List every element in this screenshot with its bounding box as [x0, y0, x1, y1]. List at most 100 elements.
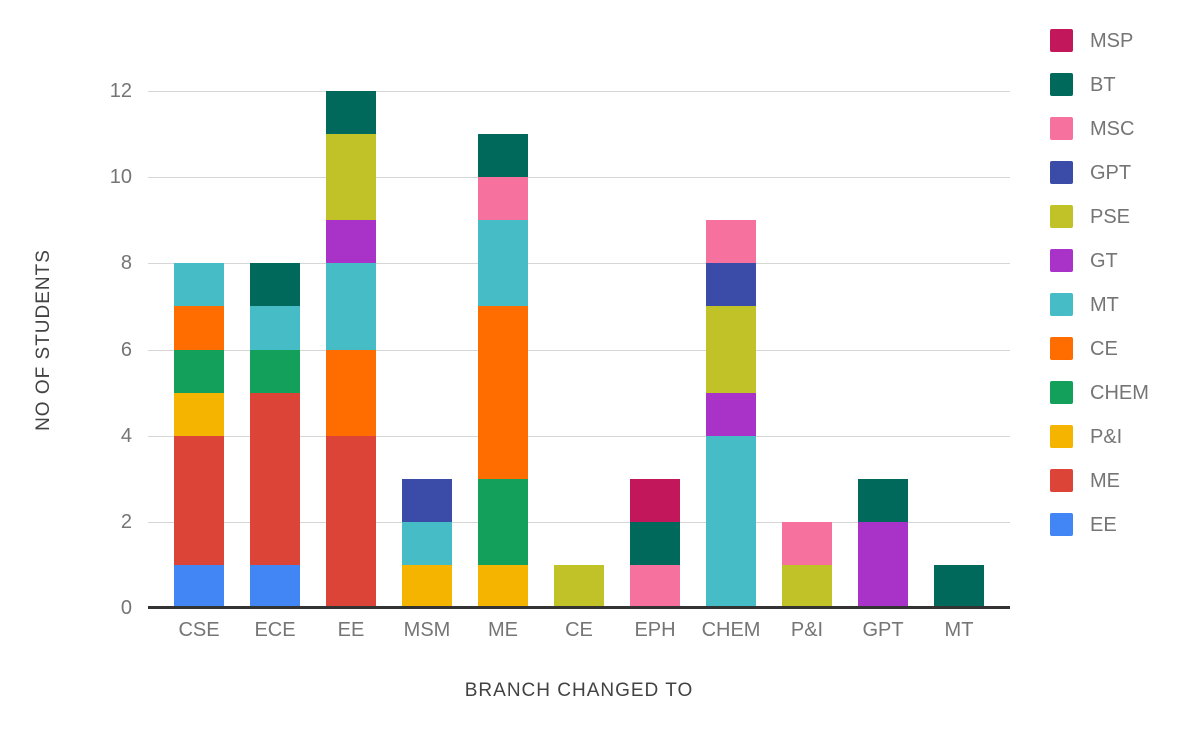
legend-item-label-gt: GT — [1090, 249, 1118, 272]
legend-item-msp[interactable]: MSP — [1050, 29, 1149, 52]
bar-chem-segment-msc[interactable] — [706, 220, 756, 264]
bar-ee-segment-me[interactable] — [326, 435, 376, 608]
x-axis-title: BRANCH CHANGED TO — [464, 680, 694, 701]
legend-swatch-icon-mt — [1050, 293, 1073, 316]
x-axis-line — [148, 606, 1010, 609]
bar-ece — [250, 91, 300, 608]
legend-item-ee[interactable]: EE — [1050, 513, 1149, 536]
legend-swatch-icon-ce — [1050, 337, 1073, 360]
x-label-text-mt: MT — [944, 619, 974, 641]
gridline-4 — [148, 435, 1010, 437]
bar-me-segment-bt[interactable] — [478, 134, 528, 178]
y-tick-label-6: 6 — [120, 338, 132, 361]
bar-gpt-segment-gt[interactable] — [858, 521, 908, 608]
legend-item-label-gpt: GPT — [1090, 161, 1132, 184]
bar-cse-segment-me[interactable] — [174, 435, 224, 565]
bar-mt-segment-bt[interactable] — [934, 564, 984, 608]
legend-item-label-ee: EE — [1090, 513, 1117, 536]
bar-msm-segment-gpt[interactable] — [402, 478, 452, 522]
bar-ece-segment-chem[interactable] — [250, 349, 300, 393]
y-tick-label-12: 12 — [109, 80, 132, 102]
legend-item-label-ce: CE — [1090, 337, 1118, 360]
bar-cse — [174, 91, 224, 608]
bars-group — [148, 91, 1010, 608]
x-label-text-gpt: GPT — [862, 619, 904, 641]
bar-msm-segment-p-i[interactable] — [402, 564, 452, 608]
bar-mt — [934, 91, 984, 608]
bar-ece-segment-me[interactable] — [250, 392, 300, 565]
gridline-10 — [148, 177, 1010, 179]
y-axis-tick-labels: 0 2 4 6 8 10 12 — [0, 81, 132, 618]
legend-item-label-pse: PSE — [1090, 205, 1131, 228]
bar-chem-segment-pse[interactable] — [706, 306, 756, 393]
bar-ee-segment-ce[interactable] — [326, 349, 376, 436]
y-tick-label-8: 8 — [120, 252, 132, 275]
bar-ece-segment-ee[interactable] — [250, 564, 300, 608]
legend-item-pse[interactable]: PSE — [1050, 205, 1149, 228]
bar-p-i-segment-pse[interactable] — [782, 564, 832, 608]
x-label-msm: MSM — [402, 620, 452, 640]
x-label-text-eph: EPH — [634, 619, 676, 641]
bar-gpt-segment-bt[interactable] — [858, 478, 908, 522]
bar-me-segment-ce[interactable] — [478, 306, 528, 479]
gridline-2 — [148, 521, 1010, 523]
legend-swatch-icon-me — [1050, 469, 1073, 492]
legend-swatch-icon-p-i — [1050, 425, 1073, 448]
bar-ece-segment-mt[interactable] — [250, 306, 300, 350]
legend-item-gpt[interactable]: GPT — [1050, 161, 1149, 184]
bar-eph-segment-msc[interactable] — [630, 564, 680, 608]
legend-swatch-icon-bt — [1050, 73, 1073, 96]
bar-ce-segment-pse[interactable] — [554, 564, 604, 608]
bar-msm-segment-mt[interactable] — [402, 521, 452, 565]
legend-item-me[interactable]: ME — [1050, 469, 1149, 492]
bar-ee-segment-gt[interactable] — [326, 220, 376, 264]
bar-me-segment-p-i[interactable] — [478, 564, 528, 608]
bar-eph-segment-bt[interactable] — [630, 521, 680, 565]
x-label-text-p-i: P&I — [790, 619, 824, 641]
bar-cse-segment-chem[interactable] — [174, 349, 224, 393]
bar-me-segment-msc[interactable] — [478, 177, 528, 221]
bar-ce — [554, 91, 604, 608]
legend-swatch-icon-msc — [1050, 117, 1073, 140]
x-label-cse: CSE — [174, 620, 224, 640]
y-tick-label-4: 4 — [120, 424, 132, 447]
bar-cse-segment-ee[interactable] — [174, 564, 224, 608]
bar-ee-segment-mt[interactable] — [326, 263, 376, 350]
legend-item-gt[interactable]: GT — [1050, 249, 1149, 272]
legend-swatch-icon-gt — [1050, 249, 1073, 272]
bar-cse-segment-ce[interactable] — [174, 306, 224, 350]
bar-ee-segment-bt[interactable] — [326, 91, 376, 135]
legend-item-ce[interactable]: CE — [1050, 337, 1149, 360]
bar-ece-segment-bt[interactable] — [250, 263, 300, 307]
y-tick-label-2: 2 — [120, 510, 132, 533]
bar-me — [478, 91, 528, 608]
bar-chem-segment-mt[interactable] — [706, 435, 756, 608]
legend-item-label-mt: MT — [1090, 293, 1119, 316]
y-tick-label-0: 0 — [120, 597, 132, 619]
bar-chem-segment-gt[interactable] — [706, 392, 756, 436]
x-label-text-ee: EE — [337, 619, 365, 641]
legend-item-chem[interactable]: CHEM — [1050, 381, 1149, 404]
gridline-12 — [148, 91, 1010, 92]
bar-cse-segment-p-i[interactable] — [174, 392, 224, 436]
gridline-6 — [148, 349, 1010, 351]
x-label-text-me: ME — [488, 619, 518, 641]
legend-item-msc[interactable]: MSC — [1050, 117, 1149, 140]
bar-eph-segment-msp[interactable] — [630, 478, 680, 522]
bar-chem-segment-gpt[interactable] — [706, 263, 756, 307]
x-label-chem: CHEM — [702, 620, 761, 640]
bar-ee-segment-pse[interactable] — [326, 134, 376, 221]
x-label-text-ce: CE — [565, 619, 593, 641]
legend: MSP BT MSC GPT PSE GT MT CE CHEM P&I ME EE — [1050, 29, 1149, 557]
x-label-me: ME — [478, 620, 528, 640]
bar-p-i-segment-msc[interactable] — [782, 521, 832, 565]
legend-item-bt[interactable]: BT — [1050, 73, 1149, 96]
legend-item-mt[interactable]: MT — [1050, 293, 1149, 316]
bar-me-segment-mt[interactable] — [478, 220, 528, 307]
bar-cse-segment-mt[interactable] — [174, 263, 224, 307]
legend-item-label-p-i: P&I — [1090, 425, 1123, 448]
bar-me-segment-chem[interactable] — [478, 478, 528, 565]
legend-swatch-icon-pse — [1050, 205, 1073, 228]
legend-item-p-i[interactable]: P&I — [1050, 425, 1149, 448]
